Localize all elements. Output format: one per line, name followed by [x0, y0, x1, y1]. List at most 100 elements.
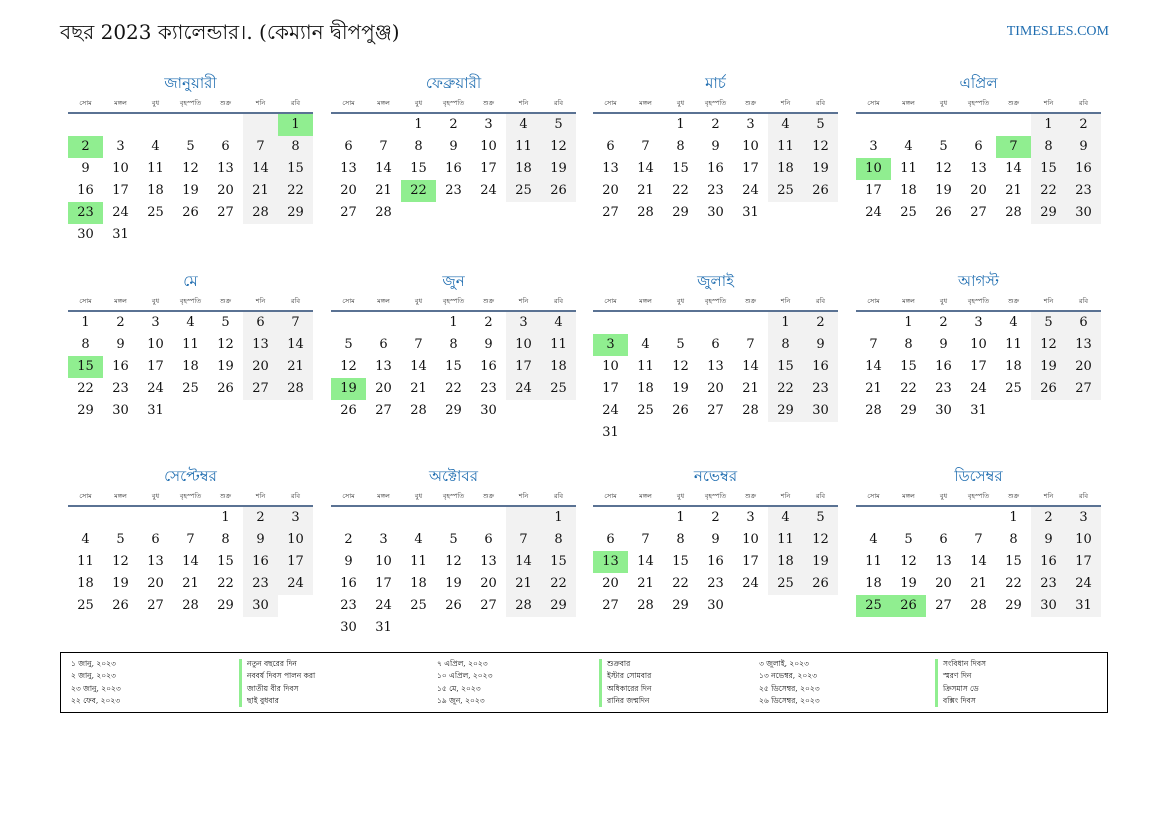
day-cell: 20 — [243, 356, 278, 378]
day-cell: 25 — [768, 180, 803, 202]
day-cell: 5 — [186, 139, 195, 154]
day-cell: 17 — [112, 183, 129, 198]
day-cell: 1 — [541, 506, 576, 529]
weekday-header: বৃহস্পতি — [173, 487, 208, 507]
day-cell: 3 — [506, 311, 541, 334]
month-name: জানুয়ারী — [164, 74, 217, 92]
day-cell: 20 — [1066, 356, 1101, 378]
day-cell: 7 — [414, 337, 423, 352]
weekday-header: বৃহস্পতি — [436, 487, 471, 507]
weekday-header: বুধ — [138, 94, 173, 114]
week-row: 21 22 23 24 25 26 27 — [856, 378, 1101, 400]
day-cell: 14 — [182, 554, 199, 569]
week-row: 17 18 19 20 21 22 23 — [593, 378, 838, 400]
day-cell: 3 — [116, 139, 125, 154]
day-cell: 2 — [449, 117, 458, 132]
empty-cell — [366, 113, 401, 136]
weekday-header: রবি — [803, 94, 838, 114]
empty-cell — [278, 400, 313, 422]
weekday-header: শনি — [243, 94, 278, 114]
holiday-name: নতুন বছরের দিন — [247, 659, 297, 668]
day-cell: 21 — [637, 183, 654, 198]
empty-cell — [996, 400, 1031, 422]
day-cell: 8 — [81, 337, 90, 352]
weekday-header: শুক্র — [733, 94, 768, 114]
weekday-header: বুধ — [401, 94, 436, 114]
month-calendar: ফেব্রুয়ারী সোম মঙ্গল বুধ বৃহস্পতি শুক্র শনি রব… — [331, 74, 576, 224]
day-cell: 24 — [278, 573, 313, 595]
month-grid: সোম মঙ্গল বুধ বৃহস্পতি শুক্র শনি রবি 1 2 3 4 5 6 7 8 9 1… — [593, 94, 838, 224]
weekday-header: মঙ্গল — [103, 292, 138, 312]
day-cell: 12 — [541, 136, 576, 158]
holiday-name: ছাই বুধবার — [247, 696, 279, 706]
day-cell: 16 — [480, 359, 497, 374]
weekday-header: বৃহস্পতি — [436, 292, 471, 312]
day-cell: 24 — [147, 381, 164, 396]
day-cell: 26 — [182, 205, 199, 220]
day-cell: 22 — [401, 180, 436, 202]
day-cell: 26 — [803, 180, 838, 202]
weekday-header: বুধ — [138, 292, 173, 312]
day-cell: 23 — [68, 202, 103, 224]
day-cell: 20 — [602, 576, 619, 591]
day-cell: 13 — [593, 551, 628, 573]
empty-cell — [593, 113, 628, 136]
day-cell: 9 — [81, 161, 90, 176]
day-cell: 8 — [221, 532, 230, 547]
day-cell: 2 — [711, 510, 720, 525]
week-row: 16 17 18 19 20 21 22 — [331, 573, 576, 595]
holiday-date: ২৬ ডিসেম্বর, ২০২৩ — [759, 696, 820, 706]
week-row: 29 30 31 — [68, 400, 313, 422]
weekday-header: মঙ্গল — [366, 487, 401, 507]
week-row: 18 19 20 21 22 23 24 — [856, 573, 1101, 595]
day-cell: 5 — [803, 113, 838, 136]
day-cell: 27 — [217, 205, 234, 220]
day-cell: 9 — [1031, 529, 1066, 551]
month-grid: সোম মঙ্গল বুধ বৃহস্পতি শুক্র শনি রবি 1 2 3 4 5 6 7 8 9 1… — [68, 94, 313, 246]
empty-cell — [628, 113, 663, 136]
month-name: অক্টোবর — [428, 467, 479, 485]
day-cell: 20 — [707, 381, 724, 396]
month-calendar: মার্চ সোম মঙ্গল বুধ বৃহস্পতি শুক্র শনি রবি 1 2 3 4 5… — [593, 74, 838, 224]
day-cell: 15 — [445, 359, 462, 374]
weekday-header: শুক্র — [733, 487, 768, 507]
week-row: 30 31 — [331, 617, 576, 639]
day-cell: 19 — [672, 381, 689, 396]
day-cell: 4 — [869, 532, 878, 547]
weekday-header: মঙ্গল — [891, 292, 926, 312]
weekday-header: রবি — [278, 487, 313, 507]
day-cell: 18 — [182, 359, 199, 374]
day-cell: 21 — [506, 573, 541, 595]
day-cell: 4 — [768, 113, 803, 136]
empty-cell — [733, 595, 768, 617]
day-cell: 22 — [672, 183, 689, 198]
holiday-date: ১০ এপ্রিল, ২০২৩ — [437, 671, 493, 681]
day-cell: 11 — [77, 554, 94, 569]
weekday-header: বৃহস্পতি — [436, 94, 471, 114]
day-cell: 5 — [676, 337, 685, 352]
site-link[interactable]: TIMESLES.COM — [1006, 24, 1109, 39]
day-cell: 15 — [68, 356, 103, 378]
weekday-header: বৃহস্পতি — [961, 487, 996, 507]
day-cell: 3 — [484, 117, 493, 132]
empty-cell — [768, 595, 803, 617]
day-cell: 5 — [803, 506, 838, 529]
day-cell: 10 — [1066, 529, 1101, 551]
day-cell: 14 — [243, 158, 278, 180]
day-cell: 6 — [974, 139, 983, 154]
month-calendar: সেপ্টেম্বর সোম মঙ্গল বুধ বৃহস্পতি শুক্র শনি রবি… — [68, 467, 313, 617]
day-cell: 27 — [970, 205, 987, 220]
month-grid: সোম মঙ্গল বুধ বৃহস্পতি শুক্র শনি রবি 1 2 3 4 5 6 7 8 9 1… — [593, 292, 838, 444]
weekday-header: শুক্র — [471, 487, 506, 507]
empty-cell — [698, 311, 733, 334]
weekday-header: মঙ্গল — [103, 94, 138, 114]
month-grid: সোম মঙ্গল বুধ বৃহস্পতি শুক্র শনি রবি 1 2 3 4 5 6 7 8 9 1… — [331, 94, 576, 224]
empty-cell — [436, 506, 471, 529]
weekday-header: শুক্র — [996, 487, 1031, 507]
day-cell: 30 — [707, 205, 724, 220]
day-cell: 28 — [637, 205, 654, 220]
